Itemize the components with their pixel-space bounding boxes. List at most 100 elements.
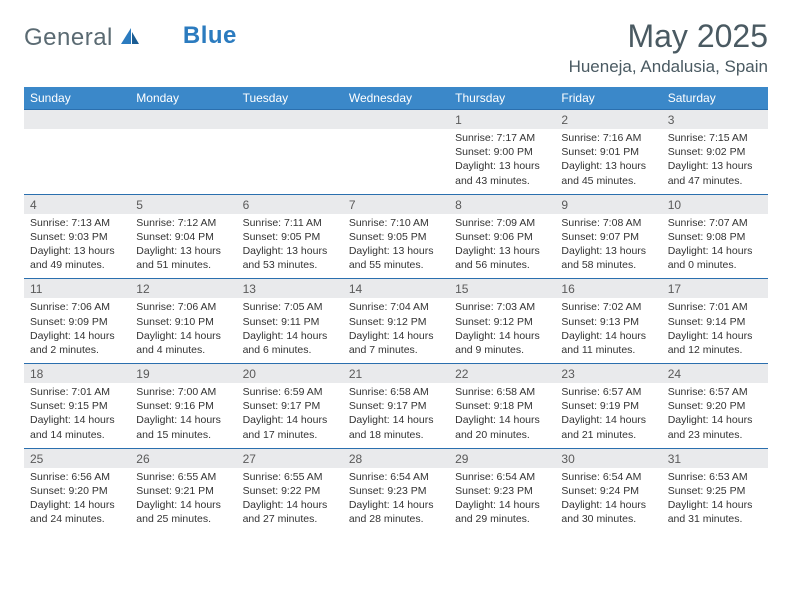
header: General Blue May 2025 Hueneja, Andalusia… [24,18,768,77]
day-detail-row: Sunrise: 7:01 AMSunset: 9:15 PMDaylight:… [24,383,768,448]
day-number-row: 11121314151617 [24,279,768,299]
day-number: 15 [449,279,555,299]
day-number: 5 [130,194,236,214]
day-detail: Sunrise: 7:03 AMSunset: 9:12 PMDaylight:… [449,298,555,363]
weekday-header-row: SundayMondayTuesdayWednesdayThursdayFrid… [24,87,768,110]
day-number: 30 [555,448,661,468]
day-number: 20 [237,364,343,384]
day-number: 14 [343,279,449,299]
sun-detail-text: Sunrise: 6:58 AMSunset: 9:18 PMDaylight:… [455,385,549,442]
day-detail-row: Sunrise: 7:13 AMSunset: 9:03 PMDaylight:… [24,214,768,279]
location-label: Hueneja, Andalusia, Spain [569,57,768,77]
day-detail: Sunrise: 6:58 AMSunset: 9:17 PMDaylight:… [343,383,449,448]
sun-detail-text: Sunrise: 7:07 AMSunset: 9:08 PMDaylight:… [668,216,762,273]
day-number [130,110,236,130]
day-detail: Sunrise: 7:16 AMSunset: 9:01 PMDaylight:… [555,129,661,194]
day-number: 22 [449,364,555,384]
weekday-header: Sunday [24,87,130,110]
sun-detail-text: Sunrise: 7:06 AMSunset: 9:09 PMDaylight:… [30,300,124,357]
sun-detail-text: Sunrise: 7:03 AMSunset: 9:12 PMDaylight:… [455,300,549,357]
sun-detail-text: Sunrise: 7:04 AMSunset: 9:12 PMDaylight:… [349,300,443,357]
calendar-body: 123 Sunrise: 7:17 AMSunset: 9:00 PMDayli… [24,110,768,533]
day-detail: Sunrise: 6:57 AMSunset: 9:20 PMDaylight:… [662,383,768,448]
sun-detail-text: Sunrise: 7:01 AMSunset: 9:14 PMDaylight:… [668,300,762,357]
sun-detail-text: Sunrise: 7:15 AMSunset: 9:02 PMDaylight:… [668,131,762,188]
sun-detail-text: Sunrise: 7:10 AMSunset: 9:05 PMDaylight:… [349,216,443,273]
day-number: 8 [449,194,555,214]
sun-detail-text: Sunrise: 6:53 AMSunset: 9:25 PMDaylight:… [668,470,762,527]
day-number: 31 [662,448,768,468]
day-number: 11 [24,279,130,299]
sun-detail-text: Sunrise: 6:55 AMSunset: 9:21 PMDaylight:… [136,470,230,527]
day-detail: Sunrise: 7:01 AMSunset: 9:15 PMDaylight:… [24,383,130,448]
day-number: 29 [449,448,555,468]
sun-detail-text: Sunrise: 6:57 AMSunset: 9:19 PMDaylight:… [561,385,655,442]
day-detail: Sunrise: 7:17 AMSunset: 9:00 PMDaylight:… [449,129,555,194]
day-detail: Sunrise: 6:55 AMSunset: 9:21 PMDaylight:… [130,468,236,533]
day-detail [24,129,130,194]
day-detail-row: Sunrise: 6:56 AMSunset: 9:20 PMDaylight:… [24,468,768,533]
day-detail: Sunrise: 7:12 AMSunset: 9:04 PMDaylight:… [130,214,236,279]
day-number: 27 [237,448,343,468]
day-detail: Sunrise: 7:13 AMSunset: 9:03 PMDaylight:… [24,214,130,279]
sun-detail-text: Sunrise: 7:16 AMSunset: 9:01 PMDaylight:… [561,131,655,188]
day-number: 18 [24,364,130,384]
day-number: 13 [237,279,343,299]
logo-text-1: General [24,24,113,52]
day-number: 16 [555,279,661,299]
day-detail: Sunrise: 7:08 AMSunset: 9:07 PMDaylight:… [555,214,661,279]
day-detail: Sunrise: 6:55 AMSunset: 9:22 PMDaylight:… [237,468,343,533]
day-detail: Sunrise: 7:06 AMSunset: 9:09 PMDaylight:… [24,298,130,363]
day-detail: Sunrise: 7:02 AMSunset: 9:13 PMDaylight:… [555,298,661,363]
day-number: 19 [130,364,236,384]
weekday-header: Tuesday [237,87,343,110]
day-number-row: 18192021222324 [24,364,768,384]
sun-detail-text: Sunrise: 7:17 AMSunset: 9:00 PMDaylight:… [455,131,549,188]
day-detail-row: Sunrise: 7:06 AMSunset: 9:09 PMDaylight:… [24,298,768,363]
day-detail: Sunrise: 7:01 AMSunset: 9:14 PMDaylight:… [662,298,768,363]
day-detail [343,129,449,194]
sun-detail-text: Sunrise: 6:54 AMSunset: 9:24 PMDaylight:… [561,470,655,527]
day-number-row: 25262728293031 [24,448,768,468]
day-number: 21 [343,364,449,384]
day-number: 12 [130,279,236,299]
day-detail-row: Sunrise: 7:17 AMSunset: 9:00 PMDaylight:… [24,129,768,194]
month-title: May 2025 [569,18,768,55]
weekday-header: Wednesday [343,87,449,110]
sun-detail-text: Sunrise: 6:54 AMSunset: 9:23 PMDaylight:… [455,470,549,527]
day-detail: Sunrise: 6:57 AMSunset: 9:19 PMDaylight:… [555,383,661,448]
day-detail: Sunrise: 7:10 AMSunset: 9:05 PMDaylight:… [343,214,449,279]
sun-detail-text: Sunrise: 6:55 AMSunset: 9:22 PMDaylight:… [243,470,337,527]
day-number [237,110,343,130]
day-number: 1 [449,110,555,130]
sun-detail-text: Sunrise: 7:01 AMSunset: 9:15 PMDaylight:… [30,385,124,442]
sun-detail-text: Sunrise: 7:11 AMSunset: 9:05 PMDaylight:… [243,216,337,273]
day-detail: Sunrise: 7:11 AMSunset: 9:05 PMDaylight:… [237,214,343,279]
sun-detail-text: Sunrise: 6:59 AMSunset: 9:17 PMDaylight:… [243,385,337,442]
day-number: 7 [343,194,449,214]
sun-detail-text: Sunrise: 7:02 AMSunset: 9:13 PMDaylight:… [561,300,655,357]
day-detail: Sunrise: 7:00 AMSunset: 9:16 PMDaylight:… [130,383,236,448]
day-detail: Sunrise: 6:54 AMSunset: 9:24 PMDaylight:… [555,468,661,533]
calendar-page: General Blue May 2025 Hueneja, Andalusia… [0,0,792,544]
title-block: May 2025 Hueneja, Andalusia, Spain [569,18,768,77]
weekday-header: Monday [130,87,236,110]
day-number: 2 [555,110,661,130]
sun-detail-text: Sunrise: 7:13 AMSunset: 9:03 PMDaylight:… [30,216,124,273]
day-detail: Sunrise: 7:04 AMSunset: 9:12 PMDaylight:… [343,298,449,363]
day-number: 24 [662,364,768,384]
day-detail [237,129,343,194]
day-number-row: 123 [24,110,768,130]
day-number: 28 [343,448,449,468]
sun-detail-text: Sunrise: 7:09 AMSunset: 9:06 PMDaylight:… [455,216,549,273]
day-detail: Sunrise: 6:53 AMSunset: 9:25 PMDaylight:… [662,468,768,533]
day-detail: Sunrise: 7:07 AMSunset: 9:08 PMDaylight:… [662,214,768,279]
day-detail: Sunrise: 7:09 AMSunset: 9:06 PMDaylight:… [449,214,555,279]
day-number: 26 [130,448,236,468]
sun-detail-text: Sunrise: 7:12 AMSunset: 9:04 PMDaylight:… [136,216,230,273]
day-number-row: 45678910 [24,194,768,214]
day-number [24,110,130,130]
day-detail: Sunrise: 7:15 AMSunset: 9:02 PMDaylight:… [662,129,768,194]
day-number: 25 [24,448,130,468]
sun-detail-text: Sunrise: 6:57 AMSunset: 9:20 PMDaylight:… [668,385,762,442]
